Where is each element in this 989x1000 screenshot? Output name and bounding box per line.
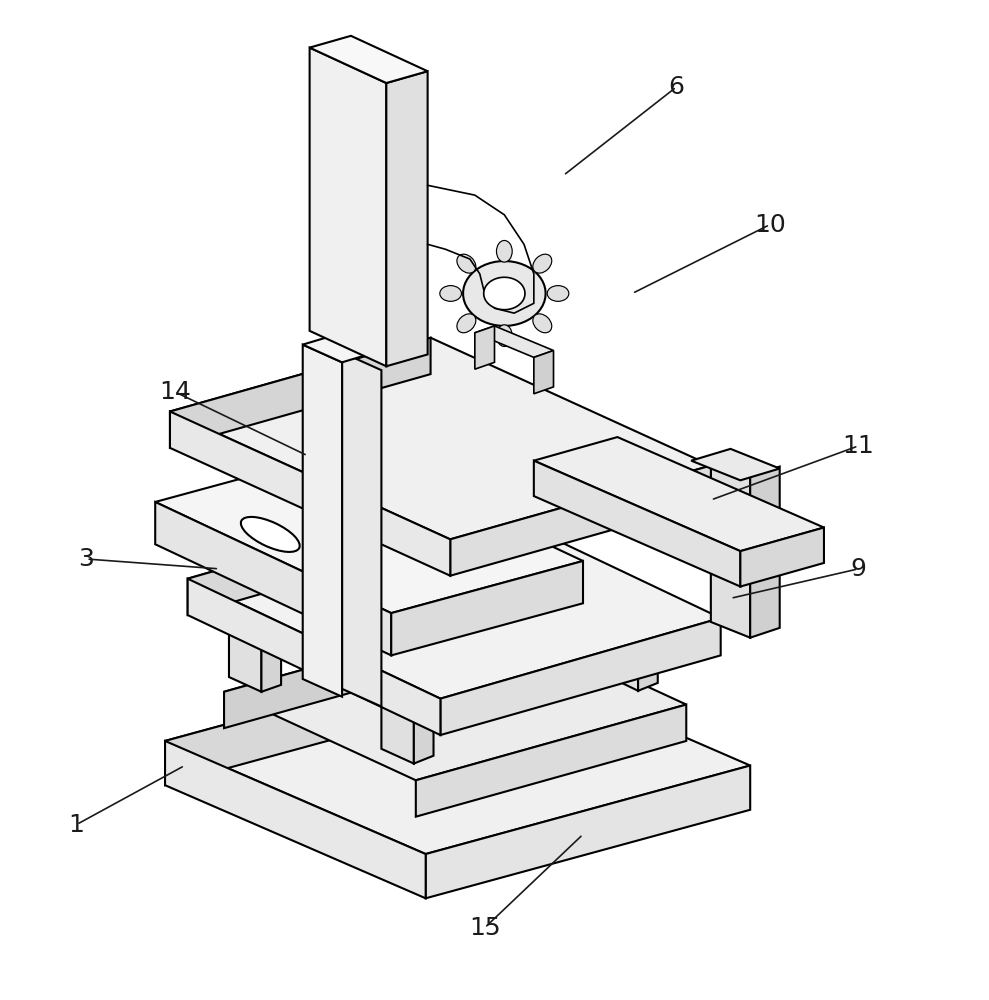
Polygon shape [310, 48, 387, 366]
Polygon shape [303, 333, 382, 362]
Polygon shape [261, 638, 281, 692]
Ellipse shape [457, 314, 476, 333]
Polygon shape [170, 411, 450, 576]
Polygon shape [310, 36, 427, 83]
Polygon shape [455, 561, 488, 624]
Text: 10: 10 [754, 213, 785, 237]
Polygon shape [463, 261, 546, 326]
Ellipse shape [440, 286, 462, 301]
Ellipse shape [496, 240, 512, 262]
Polygon shape [225, 616, 494, 728]
Polygon shape [170, 338, 711, 539]
Ellipse shape [547, 286, 569, 301]
Ellipse shape [533, 314, 552, 333]
Polygon shape [165, 652, 751, 854]
Text: 15: 15 [469, 916, 500, 940]
Text: 1: 1 [68, 813, 84, 837]
Polygon shape [165, 741, 425, 898]
Ellipse shape [457, 254, 476, 273]
Polygon shape [638, 636, 658, 691]
Polygon shape [425, 766, 751, 898]
Polygon shape [440, 618, 721, 735]
Polygon shape [229, 630, 261, 692]
Polygon shape [225, 616, 686, 780]
Polygon shape [188, 498, 468, 615]
Polygon shape [387, 71, 427, 366]
Text: 14: 14 [159, 380, 191, 404]
Polygon shape [170, 338, 430, 448]
Polygon shape [415, 705, 686, 817]
Text: 3: 3 [78, 547, 94, 571]
Polygon shape [741, 528, 824, 587]
Polygon shape [534, 461, 741, 587]
Ellipse shape [533, 254, 552, 273]
Polygon shape [155, 502, 392, 655]
Polygon shape [165, 652, 490, 785]
Polygon shape [711, 461, 751, 638]
Polygon shape [475, 326, 494, 369]
Polygon shape [751, 467, 779, 638]
Text: 9: 9 [851, 557, 866, 581]
Ellipse shape [241, 517, 300, 552]
Ellipse shape [496, 325, 512, 346]
Polygon shape [303, 345, 342, 697]
Polygon shape [188, 498, 721, 699]
Polygon shape [342, 352, 382, 707]
Polygon shape [413, 708, 433, 764]
Polygon shape [392, 561, 583, 655]
Polygon shape [488, 569, 507, 624]
Text: 11: 11 [843, 434, 874, 458]
Polygon shape [691, 449, 779, 480]
Polygon shape [534, 437, 824, 551]
Polygon shape [188, 579, 440, 735]
Polygon shape [155, 450, 583, 613]
Polygon shape [484, 277, 525, 310]
Polygon shape [450, 466, 711, 576]
Polygon shape [605, 628, 638, 691]
Polygon shape [382, 702, 413, 764]
Text: 6: 6 [669, 75, 684, 99]
Polygon shape [475, 326, 554, 357]
Polygon shape [534, 351, 554, 394]
